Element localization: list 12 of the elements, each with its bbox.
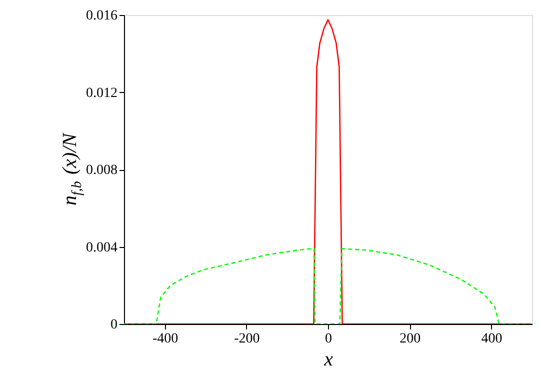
x-tick-label: 0 xyxy=(325,332,332,346)
x-tick-label: 200 xyxy=(400,332,421,346)
y-tick-label: 0 xyxy=(110,318,118,332)
x-tick-label: 400 xyxy=(481,332,502,346)
y-tick-label: 0.008 xyxy=(86,163,118,178)
y-tick-label: 0.012 xyxy=(86,86,118,101)
y-axis-title: nf,b(x)/N xyxy=(59,132,85,206)
x-axis-title: x xyxy=(323,348,334,370)
y-tick-label: 0.004 xyxy=(86,240,118,256)
y-tick-label: 0.016 xyxy=(86,8,118,24)
x-tick-label: -400 xyxy=(152,332,178,346)
x-tick-label: -200 xyxy=(234,332,260,346)
